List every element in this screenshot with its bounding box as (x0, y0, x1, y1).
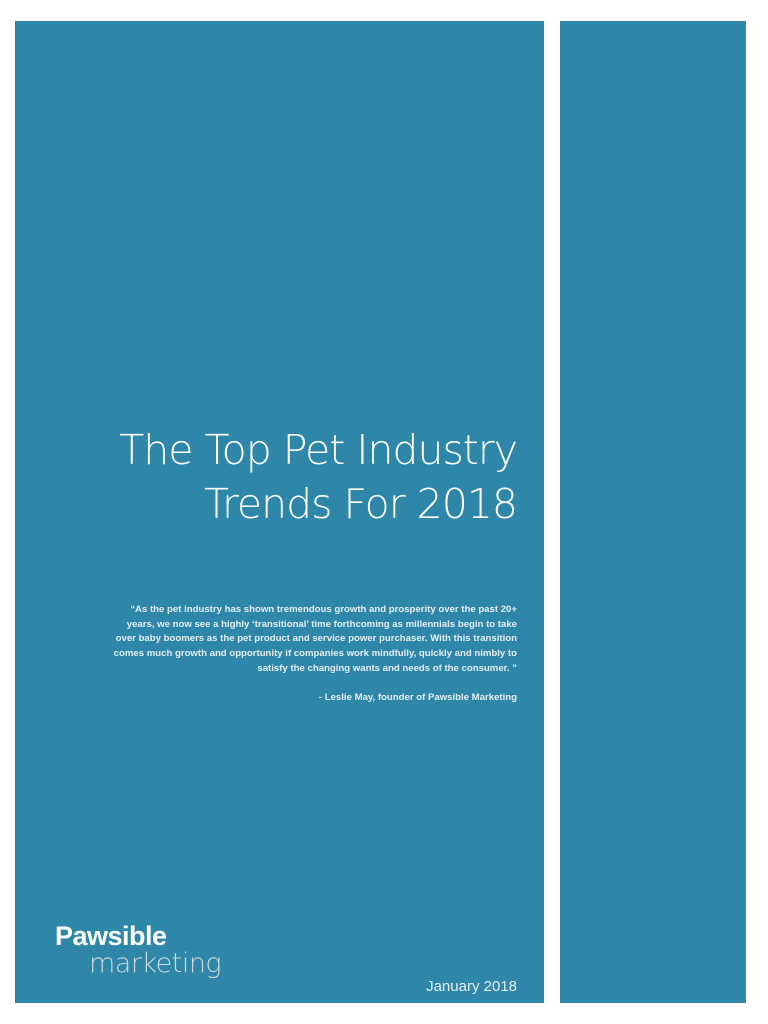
quote: “As the pet industry has shown tremendou… (114, 603, 517, 677)
logo-line1: Pawsible (55, 921, 167, 951)
quote-line: satisfy the changing wants and needs of … (257, 662, 517, 674)
quote-line: years, we now see a highly ‘transitional… (126, 618, 517, 630)
page-title: The Top Pet Industry Trends For 2018 (119, 423, 518, 531)
publication-date: January 2018 (426, 978, 517, 995)
quote-line: comes much growth and opportunity if com… (113, 648, 517, 660)
cover-main-panel: The Top Pet Industry Trends For 2018 “As… (15, 21, 544, 1003)
quote-line: over baby boomers as the pet product and… (115, 633, 517, 645)
logo-line2: marketing (89, 948, 222, 979)
title-line: The Top Pet Industry (119, 426, 518, 474)
quote-line: “As the pet industry has shown tremendou… (130, 604, 517, 615)
cover-side-panel (560, 21, 746, 1003)
title-line: Trends For 2018 (203, 480, 518, 528)
quote-attribution: - Leslie May, founder of Pawsible Market… (318, 692, 517, 703)
pawsible-marketing-logo: Pawsible marketing (55, 921, 222, 979)
